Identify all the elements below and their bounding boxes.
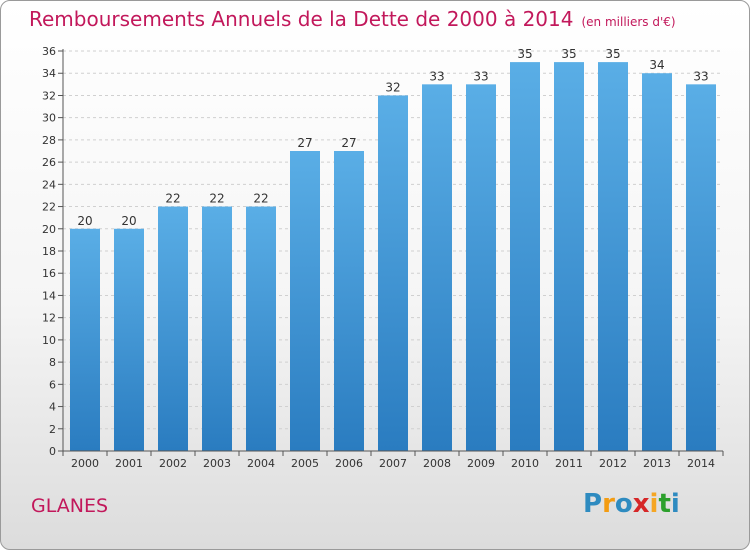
bar <box>114 228 144 451</box>
x-tick-label: 2004 <box>247 457 275 470</box>
x-tick-label: 2005 <box>291 457 319 470</box>
logo-letter: t <box>658 489 671 519</box>
y-tick-label: 4 <box>49 401 56 414</box>
y-tick-label: 18 <box>42 245 56 258</box>
bar-value-label: 35 <box>517 47 532 61</box>
y-tick-label: 8 <box>49 356 56 369</box>
x-tick-label: 2008 <box>423 457 451 470</box>
bar-value-label: 32 <box>385 80 400 94</box>
y-tick-label: 12 <box>42 312 56 325</box>
y-tick-label: 36 <box>42 45 56 58</box>
bars <box>70 62 716 451</box>
x-tick-label: 2009 <box>467 457 495 470</box>
bar <box>378 95 408 451</box>
bar-value-label: 35 <box>561 47 576 61</box>
bar <box>422 84 452 451</box>
bar <box>202 206 232 451</box>
chart-title: Remboursements Annuels de la Dette de 20… <box>29 7 676 31</box>
logo-letter: i <box>670 489 680 519</box>
place-name: GLANES <box>31 495 109 517</box>
bar <box>290 151 320 451</box>
bar <box>466 84 496 451</box>
x-tick-label: 2002 <box>159 457 187 470</box>
bar <box>554 62 584 451</box>
y-tick-label: 20 <box>42 223 56 236</box>
y-tick-label: 0 <box>49 445 56 458</box>
y-tick-label: 22 <box>42 201 56 214</box>
y-tick-label: 16 <box>42 267 56 280</box>
bar-value-label: 27 <box>341 136 356 150</box>
x-tick-label: 2003 <box>203 457 231 470</box>
bar-value-label: 20 <box>121 214 136 228</box>
x-tick-label: 2007 <box>379 457 407 470</box>
x-tick-label: 2001 <box>115 457 143 470</box>
logo-letter: i <box>649 489 659 519</box>
y-tick-label: 28 <box>42 134 56 147</box>
bar-value-label: 20 <box>77 214 92 228</box>
y-tick-label: 32 <box>42 89 56 102</box>
x-tick-label: 2013 <box>643 457 671 470</box>
x-tick-label: 2012 <box>599 457 627 470</box>
y-tick-label: 14 <box>42 289 56 302</box>
y-tick-label: 26 <box>42 156 56 169</box>
bar-value-label: 35 <box>605 47 620 61</box>
y-tick-label: 34 <box>42 67 56 80</box>
title-text: Remboursements Annuels de la Dette de 20… <box>29 7 574 31</box>
y-tick-label: 6 <box>49 378 56 391</box>
x-tick-label: 2011 <box>555 457 583 470</box>
bar <box>598 62 628 451</box>
bar <box>686 84 716 451</box>
bar-value-label: 33 <box>693 69 708 83</box>
bar-value-label: 22 <box>253 192 268 206</box>
bar-value-label: 33 <box>429 69 444 83</box>
proxiti-logo: Proxiti <box>583 489 680 519</box>
y-tick-label: 10 <box>42 334 56 347</box>
bar <box>510 62 540 451</box>
logo-letter: r <box>602 489 615 519</box>
y-tick-label: 24 <box>42 178 56 191</box>
logo-letter: P <box>583 489 603 519</box>
bar-value-label: 22 <box>209 192 224 206</box>
logo-letter: o <box>614 489 633 519</box>
x-tick-label: 2000 <box>71 457 99 470</box>
data-labels: 20 20 22 22 22 27 27 32 33 33 35 35 35 34 33 <box>77 47 708 228</box>
bar <box>158 206 188 451</box>
y-tick-label: 2 <box>49 423 56 436</box>
bar <box>246 206 276 451</box>
y-tick-label: 30 <box>42 112 56 125</box>
bar-value-label: 34 <box>649 58 664 72</box>
bar-value-label: 22 <box>165 192 180 206</box>
bar <box>334 151 364 451</box>
x-tick-label: 2010 <box>511 457 539 470</box>
bar <box>642 73 672 451</box>
bar-value-label: 27 <box>297 136 312 150</box>
bar <box>70 228 100 451</box>
unit-label: (en milliers d'€) <box>581 15 676 29</box>
x-tick-label: 2006 <box>335 457 363 470</box>
x-tick-label: 2014 <box>687 457 715 470</box>
bar-value-label: 33 <box>473 69 488 83</box>
logo-letter: x <box>632 489 650 519</box>
